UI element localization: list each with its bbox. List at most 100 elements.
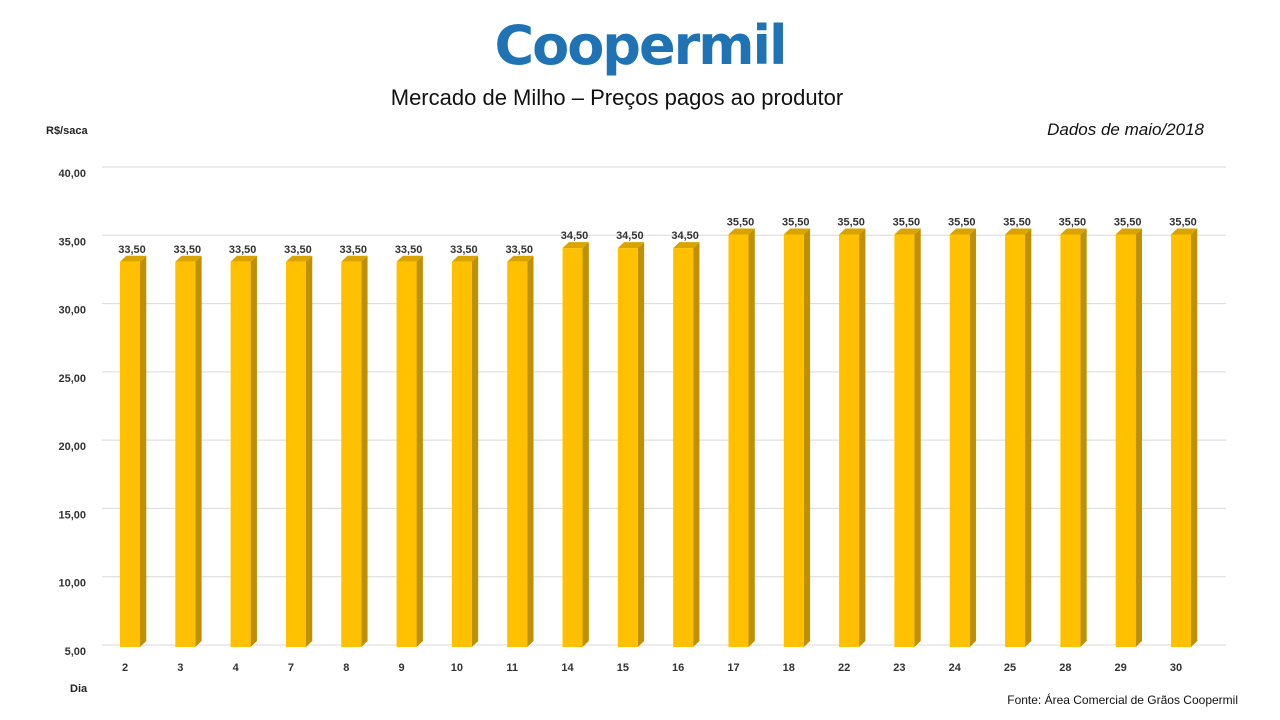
- bar: [728, 234, 749, 647]
- y-tick-label: 20,00: [58, 441, 86, 453]
- x-tick-label: 23: [893, 662, 905, 674]
- bar-top: [1060, 228, 1087, 235]
- y-tick-label: 5,00: [65, 646, 86, 658]
- bar-side: [1191, 228, 1198, 647]
- bar-side: [471, 255, 479, 647]
- data-label: 33,50: [395, 244, 423, 256]
- data-label: 33,50: [339, 244, 367, 256]
- bar-top: [1005, 228, 1032, 235]
- y-tick-label: 30,00: [58, 305, 86, 317]
- x-tick-label: 24: [949, 662, 962, 674]
- x-tick-label: 3: [177, 662, 183, 674]
- x-tick-label: 30: [1170, 662, 1182, 674]
- bar-side: [969, 228, 977, 647]
- x-tick-label: 9: [399, 662, 405, 674]
- chart-subtitle: Dados de maio/2018: [1047, 120, 1204, 139]
- bar: [894, 234, 915, 647]
- source-note: Fonte: Área Comercial de Grãos Coopermil: [1007, 693, 1238, 707]
- bar-top: [673, 242, 700, 249]
- x-tick-label: 18: [783, 662, 795, 674]
- bar: [451, 261, 472, 647]
- bar-top: [285, 255, 313, 262]
- x-tick-label: 28: [1059, 662, 1071, 674]
- bar-top: [1171, 228, 1198, 235]
- x-axis-label: Dia: [70, 683, 88, 695]
- bar-side: [1080, 228, 1087, 647]
- bar-side: [1135, 228, 1142, 647]
- bar-side: [637, 242, 645, 647]
- x-tick-label: 22: [838, 662, 850, 674]
- bar-top: [507, 255, 534, 262]
- bar: [341, 261, 362, 647]
- bar-side: [250, 255, 257, 647]
- data-label: 33,50: [505, 244, 533, 256]
- bar-top: [341, 255, 368, 262]
- brand-logo: Coopermil: [494, 14, 787, 77]
- bar-side: [859, 228, 866, 647]
- bar: [839, 234, 860, 647]
- bar-top: [562, 242, 589, 249]
- y-axis-label: R$/saca: [46, 125, 88, 137]
- data-label: 35,50: [837, 216, 865, 228]
- y-tick-label: 25,00: [58, 373, 86, 385]
- x-tick-label: 14: [561, 662, 574, 674]
- data-label: 33,50: [450, 244, 478, 256]
- x-tick-label: 15: [617, 662, 629, 674]
- bar-top: [1115, 228, 1142, 235]
- bar-side: [527, 255, 534, 647]
- bar: [1115, 234, 1136, 647]
- bar: [175, 261, 196, 647]
- bar: [783, 234, 804, 647]
- data-label: 35,50: [948, 216, 976, 228]
- data-label: 35,50: [1169, 216, 1197, 228]
- bar-top: [949, 228, 977, 235]
- bar: [230, 261, 251, 647]
- y-tick-label: 35,00: [58, 236, 86, 248]
- x-tick-label: 4: [233, 662, 240, 674]
- bar-side: [914, 228, 921, 647]
- bar: [396, 261, 417, 647]
- bar-side: [1025, 228, 1032, 647]
- bar-top: [451, 255, 479, 262]
- data-label: 33,50: [229, 244, 257, 256]
- bar: [949, 234, 970, 647]
- data-label: 33,50: [284, 244, 312, 256]
- data-label: 35,50: [893, 216, 921, 228]
- bar: [673, 248, 694, 647]
- chart-title: Mercado de Milho – Preços pagos ao produ…: [390, 85, 844, 110]
- bar: [285, 261, 306, 647]
- bar-side: [361, 255, 368, 647]
- data-label: 35,50: [782, 216, 810, 228]
- bar-top: [728, 228, 755, 235]
- bar-top: [839, 228, 866, 235]
- x-tick-label: 8: [343, 662, 349, 674]
- bar-top: [230, 255, 257, 262]
- x-tick-label: 17: [727, 662, 739, 674]
- bar: [562, 248, 583, 647]
- bar-side: [748, 228, 755, 647]
- bar-side: [416, 255, 423, 647]
- data-label: 35,50: [1114, 216, 1142, 228]
- data-label: 35,50: [1003, 216, 1031, 228]
- data-label: 34,50: [561, 230, 589, 242]
- bar-top: [617, 242, 645, 249]
- data-label: 34,50: [616, 230, 644, 242]
- bar-side: [803, 228, 811, 647]
- bar: [617, 248, 638, 647]
- bar-side: [305, 255, 313, 647]
- bar: [1005, 234, 1026, 647]
- bar: [120, 261, 140, 647]
- data-label: 33,50: [174, 244, 202, 256]
- bar-side: [693, 242, 700, 647]
- bar-top: [783, 228, 811, 235]
- y-tick-label: 40,00: [58, 168, 86, 180]
- x-tick-label: 7: [288, 662, 294, 674]
- bar-side: [195, 255, 202, 647]
- bar: [507, 261, 528, 647]
- bar-top: [894, 228, 921, 235]
- x-tick-label: 11: [506, 662, 518, 674]
- data-label: 35,50: [1059, 216, 1087, 228]
- bar-top: [396, 255, 423, 262]
- x-tick-label: 29: [1115, 662, 1127, 674]
